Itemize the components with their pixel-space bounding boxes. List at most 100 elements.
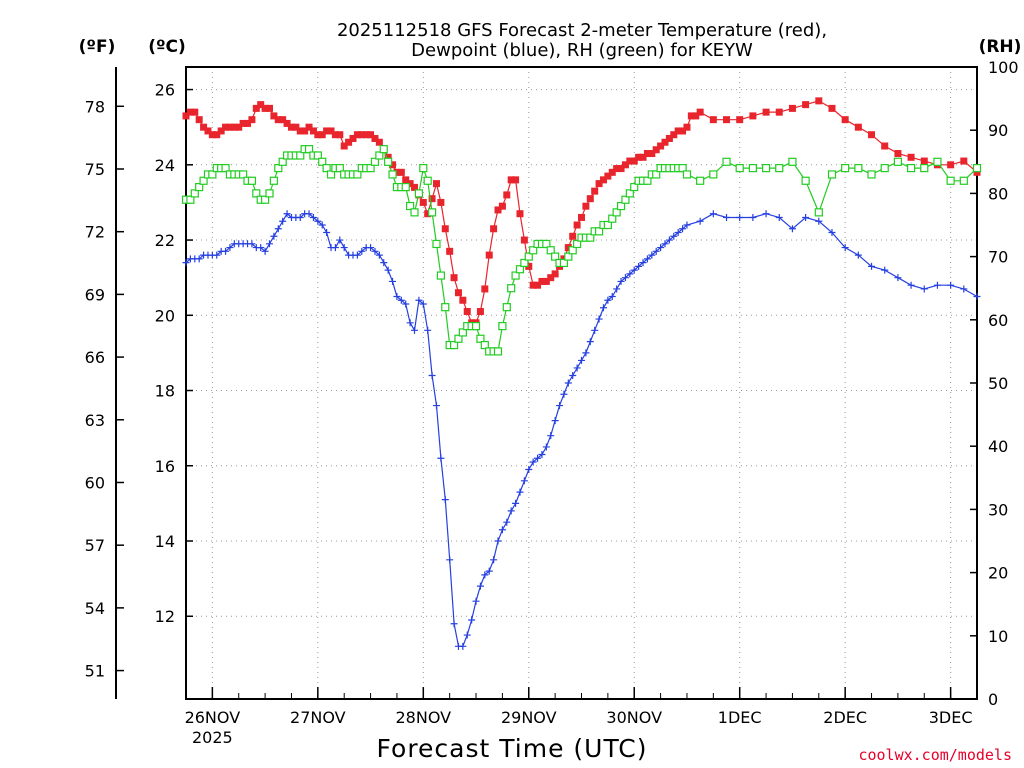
dewpoint-point	[775, 213, 783, 221]
rh-tick-label: 30	[988, 500, 1008, 519]
temperature-point	[441, 225, 449, 233]
rh-point	[379, 145, 388, 154]
rh-tick-label: 40	[988, 437, 1008, 456]
rh-point	[502, 303, 511, 312]
gridlines	[186, 67, 977, 699]
temperature-point	[323, 127, 331, 135]
dewpoint-point	[213, 251, 221, 259]
temperature-point	[802, 101, 810, 109]
dewpoint-point	[569, 371, 577, 379]
temperature-point	[270, 112, 278, 120]
temperature-point	[696, 108, 704, 116]
rh-point	[529, 246, 538, 255]
dewpoint-point	[841, 244, 849, 252]
dewpoint-point	[815, 217, 823, 225]
dewpoint-point	[371, 247, 379, 255]
rh-point	[313, 151, 322, 160]
temperature-point	[679, 127, 687, 135]
rh-point	[186, 195, 195, 204]
dewpoint-point	[542, 443, 550, 451]
rh-point	[946, 176, 955, 185]
rh-point	[586, 233, 595, 242]
dewpoint-point	[661, 240, 669, 248]
temperature-point	[564, 244, 572, 252]
rh-tick-label: 70	[988, 248, 1008, 267]
dewpoint-point	[503, 518, 511, 526]
rh-point	[854, 164, 863, 173]
fahrenheit-tick-label: 78	[85, 97, 105, 116]
temperature-point	[208, 131, 216, 139]
rh-point	[625, 189, 634, 198]
dewpoint-point	[933, 281, 941, 289]
dewpoint-point	[802, 213, 810, 221]
temperature-point	[226, 123, 234, 131]
temperature-point	[411, 183, 419, 191]
temperature-point	[648, 150, 656, 158]
dewpoint-point	[389, 277, 397, 285]
temperature-point	[239, 119, 247, 127]
dewpoint-point	[279, 217, 287, 225]
temperature-point	[595, 180, 603, 188]
rh-tick-label: 20	[988, 564, 1008, 583]
temperature-point	[200, 123, 208, 131]
dewpoint-point	[520, 477, 528, 485]
dewpoint-point	[450, 620, 458, 628]
temperature-point	[907, 153, 915, 161]
dewpoint-point	[907, 281, 915, 289]
temperature-point	[463, 308, 471, 316]
dewpoint-point	[428, 371, 436, 379]
dewpoint-point	[481, 571, 489, 579]
temperature-point	[723, 116, 731, 124]
rh-point	[190, 189, 199, 198]
rh-point	[388, 170, 397, 179]
rh-point	[612, 208, 621, 217]
temperature-point	[336, 131, 344, 139]
temperature-point	[534, 281, 542, 289]
temperature-point	[384, 153, 392, 161]
rh-point	[722, 157, 731, 166]
dewpoint-point	[709, 210, 717, 218]
rh-point	[208, 170, 217, 179]
rh-point	[775, 164, 784, 173]
rh-point	[682, 170, 692, 179]
rh-point	[195, 182, 204, 192]
dewpoint-point	[679, 225, 687, 233]
fahrenheit-tick-label: 69	[85, 285, 105, 304]
dewpoint-point	[424, 326, 432, 334]
rh-point	[493, 347, 503, 356]
dewpoint-point	[736, 213, 744, 221]
rh-point	[594, 227, 604, 236]
dewpoint-point	[463, 631, 471, 639]
rh-point	[920, 164, 929, 173]
rh-point	[814, 208, 823, 217]
fahrenheit-tick-label: 66	[85, 348, 105, 367]
temperature-point	[485, 251, 493, 259]
temperature-point	[217, 127, 225, 135]
temperature-point	[626, 157, 634, 165]
rh-point	[972, 164, 982, 173]
dewpoint-point	[617, 277, 625, 285]
fahrenheit-tick-label: 63	[85, 411, 105, 430]
fahrenheit-tick-label: 72	[85, 223, 105, 242]
temperature-point	[230, 123, 238, 131]
rh-point	[959, 176, 968, 185]
rh-point	[221, 164, 230, 173]
temperature-point	[960, 157, 968, 165]
temperature-point	[287, 123, 295, 131]
rh-tick-label: 80	[988, 184, 1008, 203]
temperature-point	[222, 123, 230, 131]
temperature-point	[815, 97, 823, 105]
temperature-point	[586, 195, 594, 203]
dewpoint-point	[309, 213, 317, 221]
dewpoint-point	[960, 285, 968, 293]
temperature-point	[643, 150, 651, 158]
temperature-point	[397, 168, 405, 176]
dewpoint-point	[380, 259, 388, 267]
dewpoint-point	[441, 496, 449, 504]
dewpoint-point	[604, 296, 612, 304]
dewpoint-point	[406, 319, 414, 327]
temperature-point	[507, 176, 515, 184]
temperature-point	[371, 134, 379, 142]
rh-point	[788, 157, 797, 166]
